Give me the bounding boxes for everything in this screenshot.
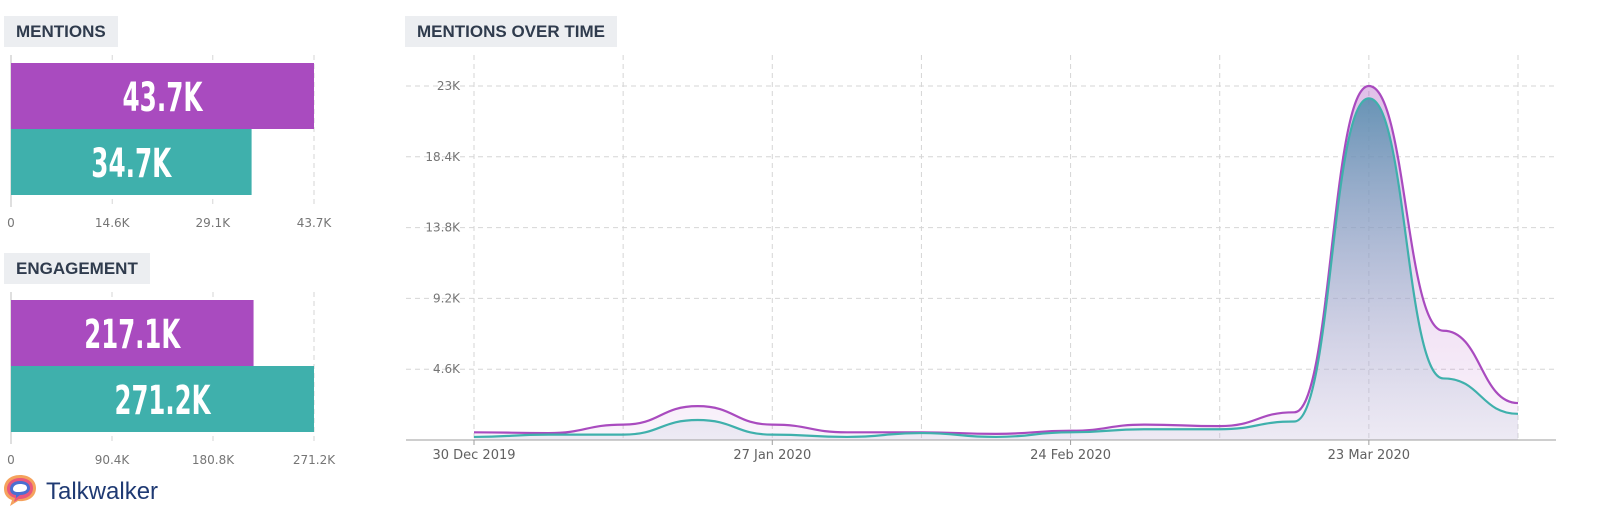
brand: Talkwalker <box>2 472 158 512</box>
x-tick-label: 24 Feb 2020 <box>1030 448 1111 463</box>
talkwalker-logo-icon <box>2 472 38 513</box>
y-tick-label: 18.4K <box>425 150 461 164</box>
y-tick-label: 9.2K <box>433 291 461 305</box>
bar <box>11 129 252 195</box>
x-tick-label: 30 Dec 2019 <box>432 448 515 463</box>
y-tick-label: 4.6K <box>433 362 461 376</box>
brand-name: Talkwalker <box>46 478 159 505</box>
tick-label: 29.1K <box>195 216 231 230</box>
bar-value-label: 271.2K <box>115 378 212 424</box>
bar-value-label: 34.7K <box>91 141 172 187</box>
engagement-bar-chart: 0 90.4K 180.8K 271.2K 217.1K 271.2K <box>7 292 336 467</box>
area-fill <box>474 98 1518 440</box>
mentions-over-time-title: MENTIONS OVER TIME <box>405 16 617 47</box>
mentions-bar-chart: 0 14.6K 29.1K 43.7K 43.7K 34.7K <box>7 55 333 230</box>
bar-value-label: 217.1K <box>84 312 181 358</box>
bar <box>11 300 254 366</box>
mentions-title: MENTIONS <box>4 16 118 47</box>
tick-label: 180.8K <box>192 453 235 467</box>
tick-label: 43.7K <box>297 216 333 230</box>
series-line <box>473 97 1519 439</box>
y-tick-label: 13.8K <box>425 221 461 235</box>
bar-value-label: 43.7K <box>123 75 204 121</box>
engagement-title: ENGAGEMENT <box>4 253 150 284</box>
tick-label: 0 <box>7 453 15 467</box>
x-tick-label: 27 Jan 2020 <box>733 448 811 463</box>
mentions-over-time-chart: 4.6K 9.2K 13.8K 18.4K 23K 30 Dec 2019 27 Jan 2… <box>406 55 1556 463</box>
bar <box>11 63 314 129</box>
series-line <box>473 84 1519 435</box>
y-tick-label: 23K <box>437 79 461 93</box>
tick-label: 90.4K <box>95 453 131 467</box>
tick-label: 14.6K <box>95 216 131 230</box>
x-tick-label: 23 Mar 2020 <box>1328 448 1410 463</box>
bar <box>11 366 314 432</box>
tick-label: 0 <box>7 216 15 230</box>
tick-label: 271.2K <box>293 453 336 467</box>
